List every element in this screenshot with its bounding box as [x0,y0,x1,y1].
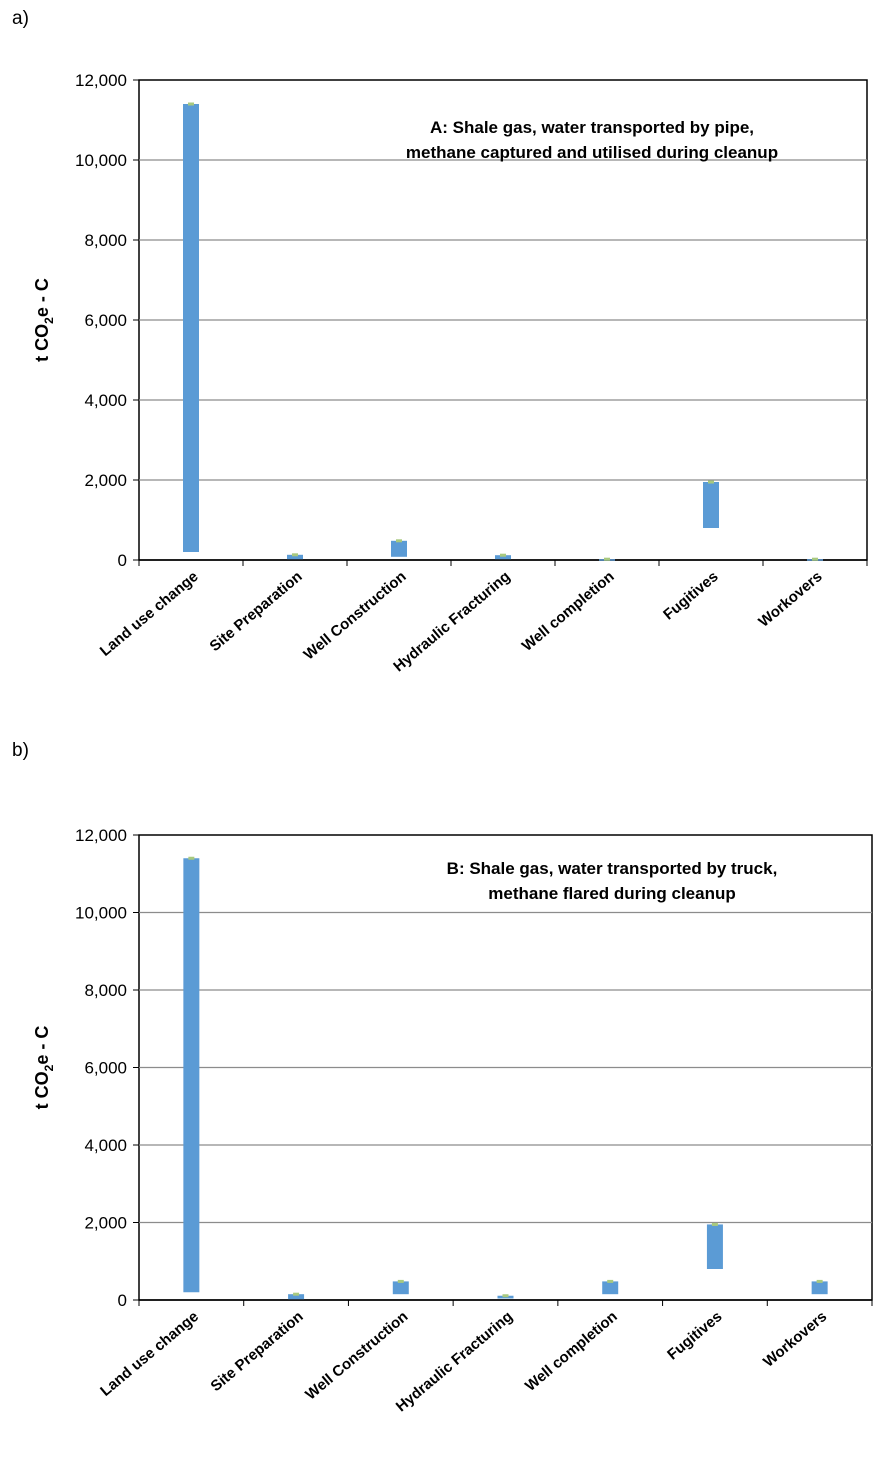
y-tick-label: 6,000 [84,1059,127,1078]
bar-cap-marker [607,1279,614,1283]
y-tick-label: 12,000 [75,826,127,845]
y-tick-label: 12,000 [75,71,127,90]
x-category-label: Fugitives [664,1308,725,1363]
bar-land-use-change [183,104,199,552]
y-axis-label: t CO2e - C [32,278,56,362]
y-tick-label: 0 [118,551,127,570]
chart-a: 0 2,000 4,000 6,000 8,000 10,000 12,000 Land us… [32,71,868,675]
bar-cap-marker [292,553,298,557]
chart-title-line: B: Shale gas, water transported by truck… [447,859,778,878]
bar-cap-marker [816,1279,823,1283]
y-tick-label: 4,000 [84,1136,127,1155]
x-category-label: Hydraulic Fracturing [390,568,513,675]
bar-cap-marker [502,1294,509,1298]
x-category-label: Workovers [755,568,825,631]
x-category-label: Site Preparation [207,568,306,655]
y-tick-label: 8,000 [84,981,127,1000]
y-tick-label: 4,000 [84,391,127,410]
bar-cap-marker [188,102,194,106]
bar-fugitives [706,1224,723,1269]
x-category-label: Well completion [522,1308,621,1395]
bar-cap-marker [708,480,714,484]
bar-cap-marker [500,553,506,557]
y-tick-label: 0 [118,1291,127,1310]
bar-site-preparation [287,554,303,560]
chart-title-line: methane flared during cleanup [488,884,736,903]
x-category-label: Well Construction [302,1308,411,1403]
y-tick-label: 10,000 [75,151,127,170]
panel-label-a: a) [12,8,29,29]
chart-b: 0 2,000 4,000 6,000 8,000 10,000 12,000 Land us… [32,826,873,1415]
x-category-label: Well Construction [301,568,410,663]
y-tick-label: 6,000 [84,311,127,330]
panel-label-b: b) [12,740,29,761]
chart-title-line: methane captured and utilised during cle… [406,143,778,162]
bar-cap-marker [397,1279,404,1283]
x-category-label: Fugitives [660,568,721,623]
bar-cap-marker [396,539,402,543]
bar-cap-marker [604,557,610,561]
bar-well-construction [391,540,407,557]
x-category-label: Land use change [97,568,202,660]
bar-fugitives [703,482,719,528]
bar-cap-marker [293,1292,300,1296]
bar-cap-marker [812,557,818,561]
bar-site-preparation [288,1294,305,1300]
bar-land-use-change [183,858,200,1293]
y-tick-label: 10,000 [75,904,127,923]
x-category-label: Land use change [97,1308,202,1400]
bar-cap-marker [711,1222,718,1226]
x-category-label: Well completion [519,568,618,655]
x-category-label: Site Preparation [208,1308,307,1395]
x-category-label: Hydraulic Fracturing [393,1308,516,1415]
y-tick-label: 2,000 [84,471,127,490]
bar-cap-marker [188,856,195,860]
y-tick-label: 8,000 [84,231,127,250]
x-category-label: Workovers [760,1308,830,1371]
bar-workovers [811,1281,828,1295]
bar-hydraulic-fracturing [495,555,511,560]
y-tick-label: 2,000 [84,1214,127,1233]
y-axis-label: t CO2e - C [32,1026,56,1110]
bar-well-completion [602,1281,619,1295]
bar-well-construction [392,1281,409,1295]
chart-title-line: A: Shale gas, water transported by pipe, [430,118,754,137]
